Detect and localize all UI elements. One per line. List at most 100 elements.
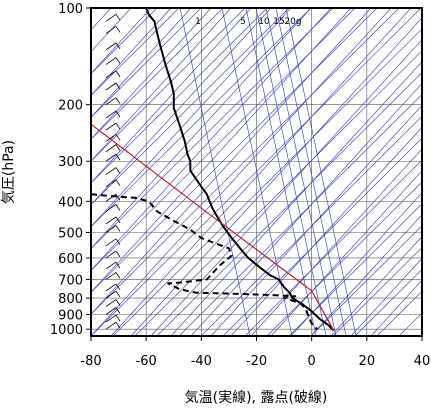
mixing-ratio-line bbox=[285, 8, 357, 336]
mixing-ratio-label: 10 bbox=[258, 17, 270, 27]
isotherm-line bbox=[332, 247, 422, 336]
wind-barb-flag bbox=[115, 110, 121, 118]
wind-barb bbox=[105, 153, 117, 162]
mixing-ratio-labels: 1 5 10 15 20g bbox=[195, 17, 301, 27]
wind-barb-flag bbox=[115, 144, 121, 151]
wind-barb bbox=[105, 133, 117, 142]
adiabat-line bbox=[91, 8, 252, 184]
dewpoint-line bbox=[91, 193, 318, 330]
y-tick-label: 100 bbox=[58, 2, 83, 17]
isotherm-line bbox=[222, 137, 422, 336]
wind-barb-flag bbox=[115, 250, 121, 258]
parcel-line bbox=[91, 123, 335, 331]
profile-lines bbox=[91, 8, 335, 332]
wind-barb bbox=[105, 82, 117, 91]
isotherm-line bbox=[200, 115, 422, 336]
wind-barb-flag bbox=[115, 290, 121, 298]
wind-barb-flag bbox=[115, 238, 121, 246]
wind-barb bbox=[105, 13, 117, 22]
mixing-ratio-line bbox=[275, 8, 347, 336]
x-tick-label: -80 bbox=[80, 354, 101, 369]
adiabat-line bbox=[350, 257, 422, 336]
y-tick-label: 200 bbox=[58, 99, 83, 114]
y-tick-label: 900 bbox=[58, 308, 83, 323]
wind-barb bbox=[105, 70, 117, 79]
wind-barb bbox=[105, 307, 117, 315]
grid-lines bbox=[91, 8, 422, 336]
wind-barb-flag bbox=[115, 134, 121, 141]
wind-barb bbox=[105, 194, 117, 202]
wind-barb-flag bbox=[115, 57, 121, 64]
guide-lines bbox=[91, 8, 422, 336]
y-tick-label: 300 bbox=[58, 155, 83, 170]
mixing-ratio-line bbox=[179, 8, 251, 336]
wind-barb bbox=[106, 8, 107, 9]
y-tick-label: 700 bbox=[58, 273, 83, 288]
y-tick-label: 400 bbox=[58, 195, 83, 210]
wind-barb bbox=[105, 261, 117, 270]
wind-barb bbox=[105, 110, 117, 119]
wind-barb-flag bbox=[115, 179, 121, 186]
isotherm-line bbox=[266, 181, 422, 336]
isotherm-line bbox=[91, 8, 224, 140]
x-tick-label: -40 bbox=[191, 354, 212, 369]
adiabat-line bbox=[250, 148, 422, 336]
mixing-ratio-line bbox=[265, 8, 337, 336]
adiabat-line bbox=[290, 192, 422, 336]
wind-barb bbox=[105, 167, 117, 175]
adiabat-line bbox=[91, 8, 272, 206]
isotherm-line bbox=[91, 8, 158, 75]
mixing-ratio-label: 1 bbox=[195, 17, 201, 27]
wind-barb-flag bbox=[115, 314, 121, 322]
isotherm-line bbox=[244, 159, 422, 336]
wind-barb bbox=[105, 144, 117, 152]
mixing-ratio-label: 20g bbox=[284, 17, 301, 27]
adiabat-line bbox=[91, 8, 212, 140]
wind-barb bbox=[105, 26, 117, 34]
wind-barb-flag bbox=[115, 194, 121, 201]
wind-barb bbox=[105, 299, 117, 307]
isotherm-line bbox=[91, 8, 290, 206]
wind-barb-flag bbox=[115, 82, 121, 90]
isotherm-line bbox=[288, 203, 422, 336]
isotherm-line bbox=[178, 94, 422, 336]
isotherm-line bbox=[91, 8, 180, 96]
isotherm-line bbox=[91, 8, 246, 162]
wind-barb-flag bbox=[115, 70, 121, 78]
mixing-ratio-label: 15 bbox=[273, 17, 284, 27]
wind-barb-flag bbox=[115, 283, 121, 291]
y-tick-label: 800 bbox=[58, 292, 83, 307]
adiabat-line bbox=[190, 82, 422, 336]
wind-barb bbox=[105, 97, 117, 106]
adiabat-line bbox=[91, 8, 392, 336]
y-tick-label: 1000 bbox=[50, 323, 83, 338]
isotherm-line bbox=[91, 8, 334, 249]
y-tick-label: 500 bbox=[58, 227, 83, 242]
wind-barb bbox=[105, 216, 117, 225]
x-axis-ticks: -80 -60 -40 -20 0 20 40 bbox=[80, 336, 430, 369]
wind-barb-flag bbox=[116, 1, 120, 7]
wind-barb-flag bbox=[115, 204, 121, 211]
wind-barb-flag bbox=[115, 225, 121, 232]
isotherm-line bbox=[156, 72, 422, 336]
adiabat-line bbox=[91, 8, 152, 75]
y-tick-label: 600 bbox=[58, 252, 83, 267]
wind-barb-flag bbox=[115, 14, 121, 21]
adiabat-line bbox=[91, 8, 292, 228]
wind-barb bbox=[105, 225, 117, 233]
wind-barb-flag bbox=[115, 97, 121, 104]
adiabat-line bbox=[210, 104, 422, 336]
wind-barb-flag bbox=[115, 321, 121, 329]
wind-barb bbox=[105, 122, 117, 131]
mixing-ratio-line bbox=[245, 8, 317, 336]
adiabat-line bbox=[330, 236, 422, 336]
wind-barb-flag bbox=[115, 307, 121, 314]
wind-barb bbox=[105, 321, 117, 330]
mixing-ratio-label: 5 bbox=[240, 17, 246, 27]
wind-barb bbox=[105, 314, 117, 323]
wind-barb bbox=[105, 42, 117, 51]
wind-barb-flag bbox=[115, 42, 121, 50]
isotherm-line bbox=[112, 28, 422, 336]
